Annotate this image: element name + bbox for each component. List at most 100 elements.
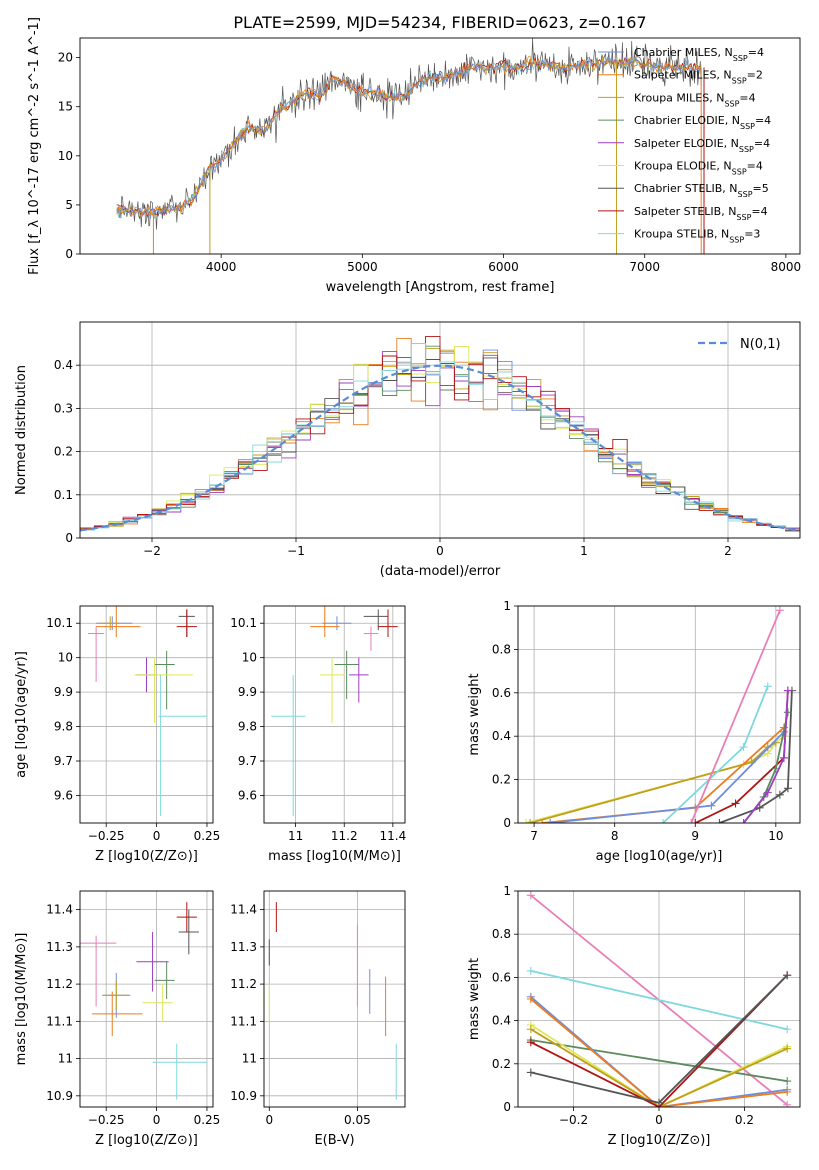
series-marker (691, 819, 700, 823)
series-marker (739, 743, 748, 752)
series-line (719, 690, 793, 823)
x-tick-label: 6000 (488, 260, 519, 274)
panel-residuals: −2 −1 0 1 2 0 0.1 0.2 0.3 0.4 (data-model)/error No… (14, 321, 801, 579)
y-tick-label: 9.6 (238, 788, 257, 802)
series-line (116, 38, 702, 230)
y-tick-label: 0.8 (492, 927, 511, 941)
series-marker (783, 784, 792, 793)
y-tick-label: 0.4 (492, 1014, 511, 1028)
panel-age-vs-Z: −0.25 0 0.25 9.6 9.7 9.8 9.9 10 10.1 Z [log10(Z/Z… (14, 605, 221, 864)
x-tick-label: −1 (287, 544, 305, 558)
grid-age-vs-Z (80, 606, 213, 823)
series-line (116, 56, 702, 219)
y-tick-label: 0 (503, 1100, 511, 1114)
y-tick-label: 0.3 (54, 401, 73, 415)
y-tick-label: 0.4 (492, 729, 511, 743)
x-tick-label: 10 (768, 829, 783, 843)
series-line (116, 55, 702, 217)
y-axis-label: Normed distribution (14, 365, 29, 495)
x-axis-label: Z [log10(Z/Z⊙)] (95, 1133, 198, 1148)
axes-frame (79, 37, 801, 255)
x-tick-label: 0 (265, 1113, 273, 1127)
y-tick-label: 11.4 (230, 903, 257, 917)
series-marker (739, 819, 748, 823)
x-tick-label: 2 (724, 544, 732, 558)
x-axis-label: wavelength [Angstrom, rest frame] (326, 280, 555, 295)
y-tick-label: 0 (65, 531, 73, 545)
series-marker (779, 753, 788, 762)
x-tick-label: 0 (153, 829, 161, 843)
legend-label: Kroupa STELIB, NSSP=3 (634, 228, 760, 245)
y-tick-label: 9.6 (54, 788, 73, 802)
grid-weight-vs-age (518, 605, 800, 824)
y-tick-label: 10 (58, 149, 73, 163)
series-marker (526, 1025, 535, 1034)
legend-label: Chabrier MILES, NSSP=4 (634, 46, 764, 63)
series-marker (783, 1087, 792, 1096)
x-tick-label: 11.4 (379, 829, 406, 843)
axes-frame (263, 605, 406, 824)
series-marker (775, 606, 784, 615)
grid-mass-vs-ebv (264, 891, 405, 1107)
y-tick-label: 0.8 (492, 642, 511, 656)
series-marker (755, 803, 764, 812)
axes-age-vs-mass: 11 11.2 11.4 9.6 9.7 9.8 9.9 10 10.1 mass [log10(… (230, 605, 406, 864)
y-tick-label: 10.9 (46, 1089, 73, 1103)
histogram-step (80, 343, 800, 531)
legend-label: Kroupa ELODIE, NSSP=4 (634, 160, 763, 177)
y-tick-label: 9.8 (54, 720, 73, 734)
series-marker (655, 1098, 663, 1107)
grid-mass-vs-Z (80, 891, 213, 1107)
y-axis-label: mass weight (467, 958, 482, 1040)
y-tick-label: 11.2 (230, 977, 257, 991)
series-line (116, 57, 702, 218)
plot-area-age-vs-mass (271, 606, 398, 817)
plot-area-age-vs-Z (88, 606, 207, 817)
y-tick-label: 9.7 (238, 754, 257, 768)
y-tick-label: 11.4 (46, 903, 73, 917)
series-marker (783, 1044, 792, 1053)
x-tick-label: 11 (288, 829, 303, 843)
plot-area-residuals (80, 335, 800, 532)
y-tick-label: 9.9 (54, 685, 73, 699)
axes-weight-vs-Z: −0.2 0 0.2 0 0.2 0.4 0.6 0.8 1 Z [log10(Z/Z⊙)] mas… (467, 884, 801, 1148)
y-tick-label: 11.1 (230, 1014, 257, 1028)
series-line (742, 690, 789, 823)
axes-weight-vs-age: 7 8 9 10 0 0.2 0.4 0.6 0.8 1 age [log10(age/yr)] ma… (467, 599, 801, 864)
axes-frame (517, 890, 801, 1108)
y-tick-label: 0.6 (492, 686, 511, 700)
x-tick-label: 7 (530, 829, 538, 843)
series-marker (731, 799, 740, 808)
x-tick-label: 8000 (771, 260, 802, 274)
legend-label: Salpeter ELODIE, NSSP=4 (634, 137, 770, 154)
series-marker (783, 971, 792, 980)
x-tick-label: 0.2 (735, 1113, 754, 1127)
series-line (530, 996, 788, 1107)
plot-area-weight-vs-Z (526, 891, 792, 1107)
y-tick-label: 0.4 (54, 358, 73, 372)
y-tick-label: 10.1 (46, 616, 73, 630)
x-axis-label: age [log10(age/yr)] (596, 849, 723, 864)
legend-label: Salpeter MILES, NSSP=2 (634, 69, 763, 86)
x-tick-label: 5000 (347, 260, 378, 274)
legend-label: Kroupa MILES, NSSP=4 (634, 91, 756, 108)
plot-area-mass-vs-ebv (268, 902, 397, 1100)
y-axis-label: Flux [f_λ 10^-17 erg cm^-2 s^-1 A^-1] (27, 17, 42, 275)
panel-mass-vs-ebv: 0 0.05 10.9 11 11.1 11.2 11.3 11.4 E(B-V) (230, 890, 406, 1148)
y-tick-label: 11 (242, 1052, 257, 1066)
series-marker (783, 686, 792, 695)
series-marker (783, 1077, 792, 1086)
y-tick-label: 5 (65, 198, 73, 212)
y-axis-label: age [log10(age/yr)] (14, 651, 29, 778)
y-tick-label: 0.2 (492, 1057, 511, 1071)
series-marker (783, 708, 792, 717)
y-tick-label: 15 (58, 100, 73, 114)
x-tick-label: 0.25 (194, 829, 221, 843)
x-axis-label: Z [log10(Z/Z⊙)] (608, 1133, 711, 1148)
x-tick-label: 0.25 (194, 1113, 221, 1127)
series-marker (775, 790, 784, 799)
axes-frame (263, 890, 406, 1108)
x-tick-label: 0 (153, 1113, 161, 1127)
series-marker (715, 819, 724, 823)
